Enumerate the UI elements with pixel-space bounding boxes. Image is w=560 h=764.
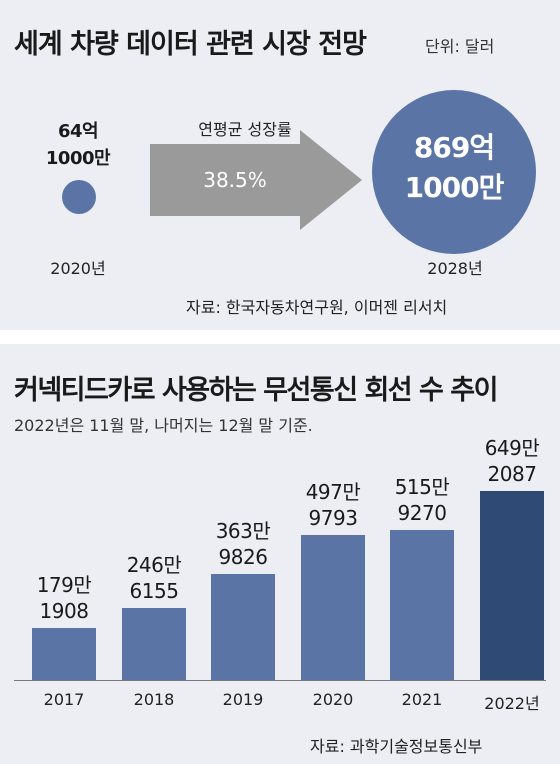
- bar-value-line2: 6155: [129, 579, 179, 603]
- growth-arrow: [150, 130, 362, 230]
- bar-value-label: 363만 9826: [198, 518, 288, 570]
- bar-2018: [122, 608, 186, 680]
- bar-value-label: 497만 9793: [288, 479, 378, 531]
- growth-arrow-shape: [150, 130, 362, 230]
- connections-chart-title: 커넥티드카로 사용하는 무선통신 회선 수 추이: [14, 375, 498, 406]
- bar-value-label: 515만 9270: [377, 474, 467, 526]
- end-value-circle: [372, 90, 536, 254]
- bar-2020: [301, 535, 365, 680]
- bar-value-line1: 363만: [215, 519, 271, 543]
- bar-value-label: 246만 6155: [109, 552, 199, 604]
- bar-value-line2: 9793: [308, 506, 358, 530]
- bar-value-line1: 246만: [126, 553, 182, 577]
- end-value: 869억 1000만: [372, 128, 536, 208]
- connections-chart-panel: [0, 344, 560, 764]
- bar-value-line2: 1908: [39, 599, 89, 623]
- bar-value-label: 179만 1908: [19, 572, 109, 624]
- x-tick-label: 2018: [133, 690, 175, 709]
- unit-label: 단위: 달러: [425, 37, 495, 56]
- cagr-value: 38.5%: [203, 168, 267, 192]
- x-tick-label: 2020: [312, 690, 354, 709]
- x-tick-label: 2022년: [484, 694, 540, 713]
- connections-chart-note: 2022년은 11월 말, 나머지는 12월 말 기준.: [14, 416, 313, 435]
- bar-2021: [390, 530, 454, 680]
- bar-value-label: 649만 2087: [467, 435, 557, 487]
- x-tick-label: 2021: [401, 690, 443, 709]
- start-year: 2020년: [50, 259, 106, 278]
- x-tick-label: 2017: [43, 690, 85, 709]
- start-value: 64억 1000만: [38, 118, 118, 172]
- start-value-circle: [62, 180, 96, 214]
- bar-value-line2: 2087: [487, 462, 537, 486]
- bar-value-line1: 649만: [484, 436, 540, 460]
- end-value-line1: 869억: [413, 131, 495, 164]
- end-value-line2: 1000만: [404, 171, 505, 204]
- bar-value-line2: 9270: [397, 501, 447, 525]
- bar-2022년: [480, 491, 544, 680]
- bar-value-line2: 9826: [218, 545, 268, 569]
- cagr-label: 연평균 성장률: [198, 120, 292, 139]
- market-forecast-title: 세계 차량 데이터 관련 시장 전망: [14, 29, 367, 60]
- start-value-line1: 64억: [57, 121, 99, 142]
- connections-source: 자료: 과학기술정보통신부: [310, 737, 483, 756]
- bar-value-line1: 515만: [394, 475, 450, 499]
- x-tick-label: 2019: [222, 690, 264, 709]
- panel-separator: [0, 330, 560, 344]
- bar-2019: [211, 574, 275, 680]
- bar-value-line1: 497만: [305, 480, 361, 504]
- bar-2017: [32, 628, 96, 680]
- start-value-line2: 1000만: [45, 148, 111, 169]
- end-year: 2028년: [427, 259, 483, 278]
- chart-baseline: [14, 680, 546, 681]
- bar-value-line1: 179만: [36, 573, 92, 597]
- market-source: 자료: 한국자동차연구원, 이머젠 리서치: [186, 298, 448, 317]
